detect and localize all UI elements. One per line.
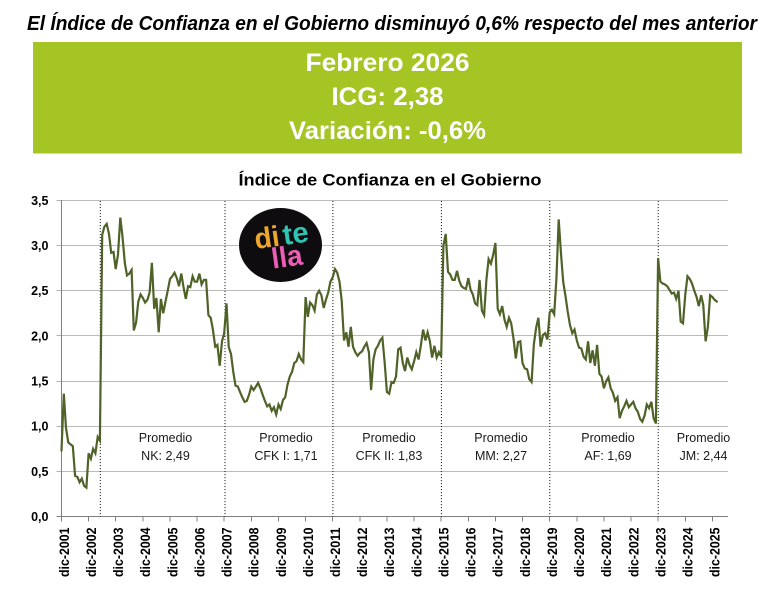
svg-text:Promedio: Promedio (139, 431, 193, 445)
svg-text:dic-2017: dic-2017 (490, 527, 506, 577)
svg-text:Promedio: Promedio (259, 431, 313, 445)
svg-text:CFK II: 1,83: CFK II: 1,83 (356, 449, 423, 463)
svg-text:dic-2018: dic-2018 (517, 527, 533, 577)
svg-text:dic-2012: dic-2012 (354, 527, 370, 577)
svg-text:Febrero 2026: Febrero 2026 (306, 49, 470, 77)
svg-text:dic-2002: dic-2002 (83, 527, 99, 577)
svg-text:dic-2020: dic-2020 (571, 527, 587, 577)
svg-text:dic-2016: dic-2016 (463, 527, 479, 577)
svg-text:2,5: 2,5 (31, 284, 48, 298)
svg-text:dic-2022: dic-2022 (625, 527, 641, 577)
svg-text:dic-2001: dic-2001 (56, 527, 72, 577)
svg-text:dic-2006: dic-2006 (191, 527, 207, 577)
svg-text:te: te (281, 217, 311, 252)
svg-text:Índice de Confianza en el Gobi: Índice de Confianza en el Gobierno (239, 171, 542, 190)
svg-text:Promedio: Promedio (362, 431, 416, 445)
svg-text:El Índice de Confianza en el G: El Índice de Confianza en el Gobierno di… (27, 12, 758, 35)
svg-text:dic-2014: dic-2014 (408, 527, 424, 577)
svg-text:dic-2003: dic-2003 (110, 527, 126, 577)
svg-text:Promedio: Promedio (474, 431, 528, 445)
svg-text:JM: 2,44: JM: 2,44 (680, 449, 728, 463)
svg-text:dic-2007: dic-2007 (219, 527, 235, 577)
svg-text:1,0: 1,0 (31, 420, 48, 434)
svg-text:MM: 2,27: MM: 2,27 (475, 449, 527, 463)
svg-text:Promedio: Promedio (581, 431, 635, 445)
svg-text:Promedio: Promedio (677, 431, 731, 445)
svg-text:dic-2023: dic-2023 (652, 527, 668, 577)
svg-text:dic-2021: dic-2021 (598, 527, 614, 577)
svg-text:dic-2013: dic-2013 (381, 527, 397, 577)
svg-text:lla: lla (269, 239, 305, 275)
svg-text:CFK I: 1,71: CFK I: 1,71 (254, 449, 317, 463)
svg-text:ICG: 2,38: ICG: 2,38 (332, 83, 444, 111)
svg-text:0,5: 0,5 (31, 465, 48, 479)
svg-text:3,5: 3,5 (31, 194, 48, 208)
svg-text:AF: 1,69: AF: 1,69 (584, 449, 631, 463)
svg-text:dic-2024: dic-2024 (680, 527, 696, 577)
svg-text:dic-2019: dic-2019 (544, 527, 560, 577)
svg-text:dic-2008: dic-2008 (246, 527, 262, 577)
svg-text:Variación: -0,6%: Variación: -0,6% (289, 117, 486, 145)
svg-text:2,0: 2,0 (31, 329, 48, 343)
svg-text:NK: 2,49: NK: 2,49 (141, 449, 190, 463)
svg-text:dic-2004: dic-2004 (137, 527, 153, 577)
svg-text:dic-2010: dic-2010 (300, 527, 316, 577)
svg-text:dic-2011: dic-2011 (327, 527, 343, 577)
svg-text:dic-2025: dic-2025 (707, 527, 723, 577)
svg-text:dic-2009: dic-2009 (273, 527, 289, 577)
svg-text:0,0: 0,0 (31, 510, 48, 524)
svg-text:1,5: 1,5 (31, 375, 48, 389)
svg-text:di: di (252, 221, 281, 256)
svg-text:dic-2015: dic-2015 (436, 527, 452, 577)
svg-text:dic-2005: dic-2005 (164, 527, 180, 577)
svg-text:3,0: 3,0 (31, 239, 48, 253)
